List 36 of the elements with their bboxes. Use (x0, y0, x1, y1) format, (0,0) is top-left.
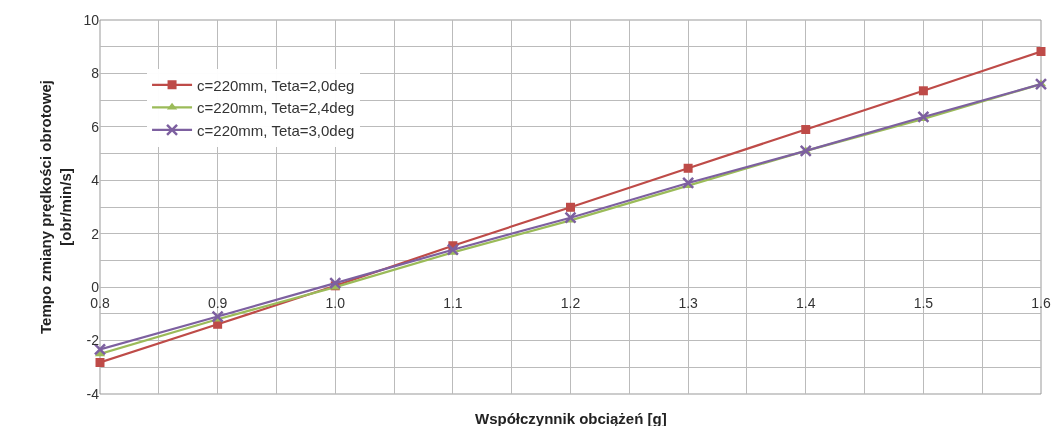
x-tick-label: 1.1 (443, 295, 463, 312)
point (801, 125, 811, 135)
x-tick-label: 0.8 (90, 295, 110, 312)
y-tick-label: 0 (91, 279, 100, 296)
y-tick-label: 2 (91, 225, 100, 242)
x-tick-label: 1.4 (796, 295, 816, 312)
x-tick-label: 1.3 (678, 295, 699, 312)
point (799, 144, 812, 158)
point (683, 163, 693, 173)
y-axis-title: Tempo zmiany prędkości obrotowej [obr/min/s] (37, 80, 74, 334)
point (95, 357, 105, 367)
point (93, 343, 107, 356)
point (446, 243, 460, 256)
point (681, 176, 695, 190)
point (1034, 77, 1048, 91)
legend-label: c=220mm, Teta=3,0deg (197, 121, 355, 139)
point (564, 211, 577, 224)
x-tick-label: 1.2 (560, 295, 581, 312)
y-tick-label: 6 (91, 118, 100, 135)
x-tick-label: 1.5 (913, 295, 934, 312)
y-tick-label: 10 (83, 11, 100, 28)
y-tick-label: 8 (91, 65, 100, 82)
point (566, 202, 575, 212)
point (917, 110, 930, 124)
y-tick-label: -4 (86, 385, 100, 402)
y-tick-label: -2 (86, 332, 100, 349)
y-tick-label: 4 (91, 172, 100, 189)
x-tick-label: 0.9 (207, 295, 228, 312)
legend-label: c=220mm, Teta=2,0deg (197, 76, 355, 94)
x-tick-label: 1.6 (1031, 295, 1051, 312)
point (211, 310, 224, 323)
point (1036, 47, 1046, 57)
point (918, 86, 928, 96)
point (329, 276, 342, 290)
legend-label: c=220mm, Teta=2,4deg (197, 99, 355, 117)
x-tick-label: 1.0 (325, 295, 346, 312)
